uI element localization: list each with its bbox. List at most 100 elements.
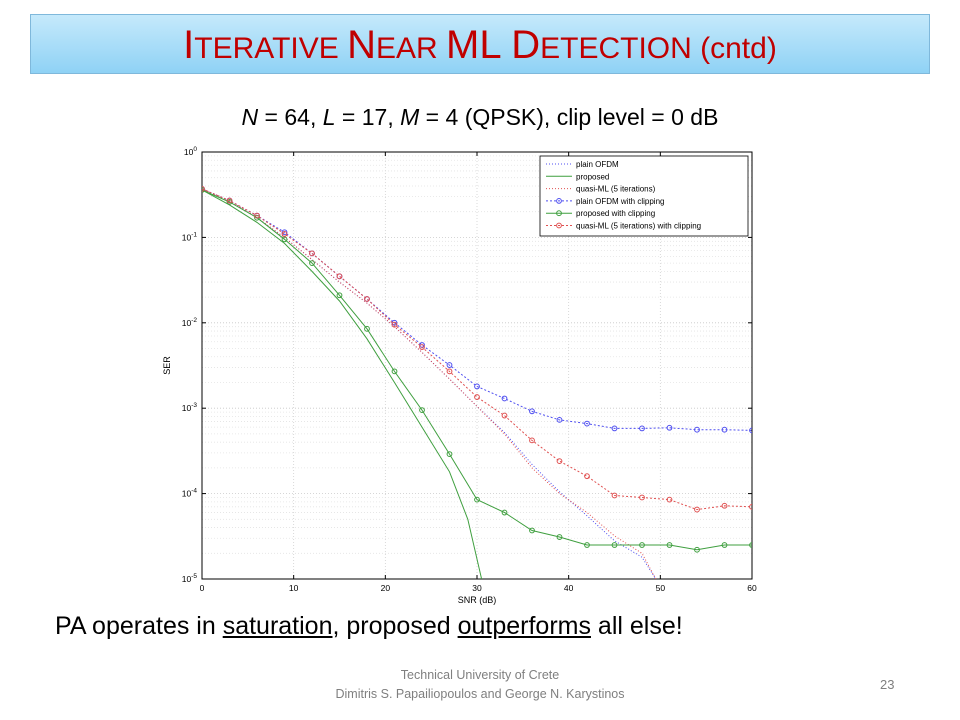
slide-caption: PA operates in saturation, proposed outp… bbox=[55, 612, 683, 641]
data-point bbox=[721, 426, 728, 433]
x-tick-label: 30 bbox=[472, 583, 482, 593]
x-tick-label: 0 bbox=[200, 583, 205, 593]
x-axis-label: SNR (dB) bbox=[458, 595, 497, 605]
data-point bbox=[749, 503, 752, 510]
data-point bbox=[556, 416, 563, 423]
data-point bbox=[721, 542, 728, 548]
data-point bbox=[639, 542, 645, 548]
data-point bbox=[281, 229, 288, 236]
slide-title: ITERATIVE NEAR ML DETECTION (cntd) bbox=[30, 14, 930, 74]
series-line bbox=[202, 188, 657, 579]
y-axis-label: SER bbox=[162, 356, 172, 375]
footer-authors: Dimitris S. Papailiopoulos and George N.… bbox=[335, 687, 625, 701]
data-point bbox=[446, 451, 453, 458]
legend: plain OFDM proposed quasi-ML (5 iterations… bbox=[539, 155, 749, 237]
legend-marker bbox=[556, 222, 562, 229]
data-point bbox=[202, 185, 205, 192]
data-point bbox=[281, 236, 288, 243]
data-point bbox=[309, 250, 315, 257]
y-tick-label: 100 bbox=[184, 146, 197, 157]
y-tick-label: 10-3 bbox=[182, 402, 198, 413]
data-point bbox=[639, 425, 645, 432]
y-tick-label: 10-4 bbox=[182, 488, 198, 499]
data-point bbox=[556, 458, 563, 465]
caption-part: saturation bbox=[222, 612, 333, 640]
caption-part: outperforms bbox=[457, 612, 591, 640]
subtitle-part: N bbox=[241, 104, 259, 130]
data-point bbox=[309, 260, 315, 267]
data-point bbox=[584, 420, 590, 427]
data-point bbox=[446, 362, 453, 368]
data-point bbox=[364, 296, 370, 302]
data-point bbox=[584, 473, 590, 480]
slide-subtitle: N = 64, L = 17, M = 4 (QPSK), clip level… bbox=[0, 104, 960, 131]
ser-vs-snr-chart: 0 10 20 30 40 50 60 10-5 10-4 10-3 10-2 10-1 100 SNR … bbox=[162, 146, 757, 605]
legend-label: quasi-ML (5 iterations) with clipping bbox=[576, 222, 701, 231]
data-point bbox=[501, 395, 508, 402]
legend-label: proposed bbox=[576, 172, 609, 181]
page-number: 23 bbox=[880, 677, 895, 692]
data-point bbox=[474, 394, 480, 400]
data-point bbox=[694, 426, 700, 433]
x-tick-label: 20 bbox=[381, 583, 391, 593]
data-point bbox=[419, 344, 425, 350]
data-point bbox=[364, 325, 370, 332]
y-tick-label: 10-2 bbox=[182, 317, 198, 328]
series-line bbox=[202, 188, 752, 431]
subtitle-part: = 4 (QPSK), clip level = 0 dB bbox=[419, 104, 719, 130]
data-point bbox=[281, 230, 288, 237]
data-point bbox=[666, 542, 673, 548]
data-point bbox=[721, 502, 728, 509]
legend-label: plain OFDM with clipping bbox=[576, 197, 664, 206]
data-point bbox=[611, 492, 618, 499]
data-point bbox=[556, 534, 563, 540]
data-point bbox=[749, 542, 752, 548]
data-point bbox=[474, 496, 480, 503]
footer: Technical University of Crete Dimitris S… bbox=[0, 666, 960, 704]
data-point bbox=[529, 437, 535, 444]
plot-series bbox=[202, 185, 752, 579]
legend-marker bbox=[556, 210, 562, 217]
data-point bbox=[501, 509, 508, 516]
data-point bbox=[529, 408, 535, 415]
data-point bbox=[694, 546, 700, 553]
caption-part: , proposed bbox=[332, 612, 458, 640]
x-tick-label: 10 bbox=[289, 583, 299, 593]
data-point bbox=[254, 212, 260, 219]
footer-institution: Technical University of Crete bbox=[400, 668, 560, 682]
legend-label: plain OFDM bbox=[576, 160, 619, 169]
x-tick-label: 60 bbox=[747, 583, 757, 593]
title-bar bbox=[30, 14, 930, 74]
data-point bbox=[336, 273, 343, 280]
legend-label: proposed with clipping bbox=[576, 209, 655, 218]
legend-label: quasi-ML (5 iterations) bbox=[576, 185, 656, 194]
title-part: EAR bbox=[376, 32, 447, 65]
title-part: ML D bbox=[446, 23, 541, 67]
data-point bbox=[694, 506, 700, 513]
data-point bbox=[474, 383, 480, 390]
data-point bbox=[419, 407, 425, 414]
data-point bbox=[611, 542, 618, 548]
series-line bbox=[202, 189, 752, 551]
subtitle-part: L bbox=[322, 104, 336, 130]
title-part: I bbox=[183, 23, 195, 67]
data-point bbox=[391, 321, 398, 328]
title-part: TERATIVE bbox=[194, 32, 348, 65]
data-point bbox=[611, 425, 618, 432]
title-part: ETECTION bbox=[540, 32, 692, 65]
y-tick-label: 10-1 bbox=[182, 231, 198, 242]
data-point bbox=[391, 368, 398, 375]
data-point bbox=[501, 412, 508, 419]
title-part: (cntd) bbox=[691, 32, 777, 65]
series-line bbox=[202, 189, 483, 579]
series-line bbox=[202, 188, 752, 511]
subtitle-part: = 17, bbox=[335, 104, 401, 130]
data-point bbox=[749, 427, 752, 434]
data-point bbox=[584, 542, 590, 548]
data-point bbox=[529, 527, 535, 534]
caption-part: PA operates in bbox=[55, 612, 223, 640]
x-tick-label: 40 bbox=[564, 583, 574, 593]
data-point bbox=[446, 368, 453, 375]
subtitle-part: M bbox=[400, 104, 420, 130]
legend-marker bbox=[556, 198, 562, 204]
